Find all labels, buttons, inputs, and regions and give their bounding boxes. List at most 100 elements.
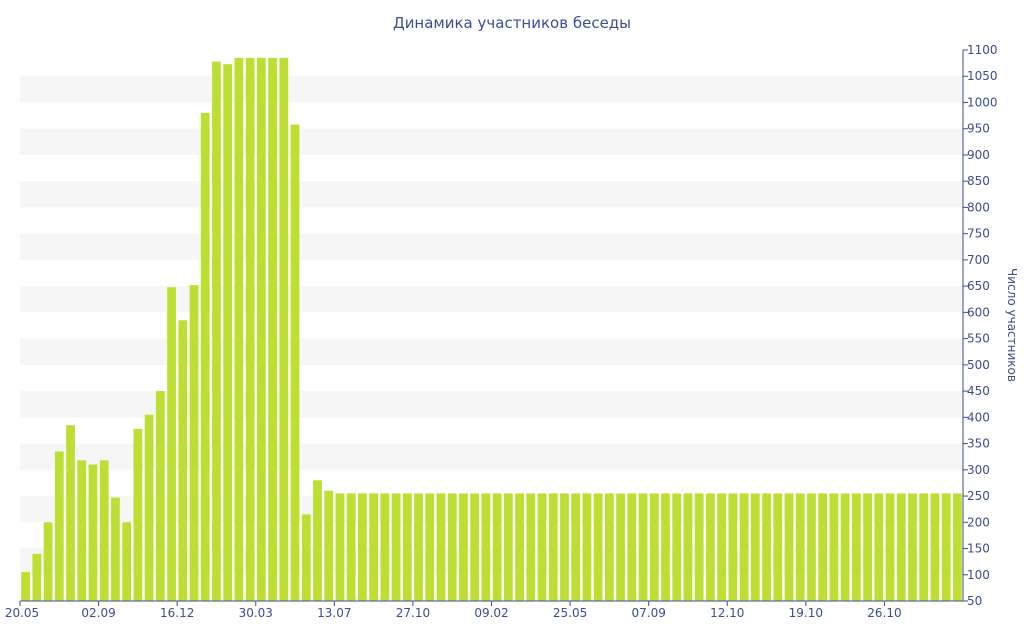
bar[interactable] xyxy=(111,497,120,601)
bar[interactable] xyxy=(447,493,457,601)
bar[interactable] xyxy=(874,493,884,601)
y-tick-label: 100 xyxy=(967,568,990,582)
bar[interactable] xyxy=(88,464,98,601)
bar[interactable] xyxy=(144,414,154,601)
bar[interactable] xyxy=(683,493,693,601)
bar[interactable] xyxy=(391,493,401,601)
grid-band xyxy=(20,233,963,260)
bar[interactable] xyxy=(627,493,637,601)
bar[interactable] xyxy=(503,493,513,601)
y-tick-label: 700 xyxy=(967,253,990,267)
bar[interactable] xyxy=(425,493,435,601)
bar[interactable] xyxy=(953,493,962,601)
x-tick-label: 19.10 xyxy=(789,606,823,620)
bar[interactable] xyxy=(492,493,502,601)
bar[interactable] xyxy=(189,285,199,601)
bar[interactable] xyxy=(459,493,468,601)
bar[interactable] xyxy=(43,522,53,601)
bar[interactable] xyxy=(593,493,603,601)
bar[interactable] xyxy=(863,493,872,601)
bar[interactable] xyxy=(829,493,839,601)
bar[interactable] xyxy=(245,57,255,602)
bar[interactable] xyxy=(369,493,379,601)
bar[interactable] xyxy=(661,493,670,601)
y-tick-label: 1000 xyxy=(967,95,998,109)
bar[interactable] xyxy=(605,493,614,601)
bar[interactable] xyxy=(178,320,188,601)
bar[interactable] xyxy=(223,64,233,602)
bar[interactable] xyxy=(616,493,625,601)
bar[interactable] xyxy=(402,493,412,601)
bar[interactable] xyxy=(560,493,569,601)
bar[interactable] xyxy=(481,493,491,601)
bar[interactable] xyxy=(515,493,524,601)
bar[interactable] xyxy=(717,493,727,601)
bar[interactable] xyxy=(54,451,64,601)
bar[interactable] xyxy=(526,493,536,601)
bar[interactable] xyxy=(694,493,704,601)
bar[interactable] xyxy=(739,493,749,601)
x-tick-label: 27.10 xyxy=(396,606,430,620)
bar[interactable] xyxy=(21,572,30,601)
bar[interactable] xyxy=(851,493,861,601)
bar[interactable] xyxy=(268,57,277,602)
x-tick-label: 07.09 xyxy=(631,606,665,620)
bar[interactable] xyxy=(728,493,738,601)
bar[interactable] xyxy=(470,493,480,601)
bar[interactable] xyxy=(66,425,75,601)
bar[interactable] xyxy=(672,493,682,601)
bar[interactable] xyxy=(77,460,87,601)
y-tick-label: 350 xyxy=(967,437,990,451)
bar[interactable] xyxy=(941,493,951,601)
bar[interactable] xyxy=(784,493,794,601)
bar[interactable] xyxy=(234,57,244,602)
bar[interactable] xyxy=(32,553,42,601)
bar[interactable] xyxy=(571,493,581,601)
bar[interactable] xyxy=(436,493,446,601)
bar[interactable] xyxy=(200,112,210,601)
bar[interactable] xyxy=(133,428,143,601)
bar[interactable] xyxy=(324,490,334,601)
bar[interactable] xyxy=(885,493,895,601)
bar[interactable] xyxy=(930,493,940,601)
bar[interactable] xyxy=(301,514,311,601)
bar[interactable] xyxy=(358,493,367,601)
bar[interactable] xyxy=(706,493,715,601)
y-tick-label: 850 xyxy=(967,174,990,188)
bar[interactable] xyxy=(279,57,289,602)
y-tick-label: 750 xyxy=(967,227,990,241)
bar[interactable] xyxy=(313,480,322,601)
bar[interactable] xyxy=(167,287,176,601)
bar[interactable] xyxy=(414,493,423,601)
bar[interactable] xyxy=(346,493,356,601)
bar[interactable] xyxy=(773,493,783,601)
bar[interactable] xyxy=(582,493,592,601)
grid-band xyxy=(20,548,963,575)
bar[interactable] xyxy=(818,493,828,601)
bar[interactable] xyxy=(750,493,760,601)
bar[interactable] xyxy=(380,493,390,601)
grid-bands xyxy=(20,76,963,575)
bar[interactable] xyxy=(762,493,771,601)
bar[interactable] xyxy=(908,493,917,601)
y-tick-label: 1100 xyxy=(967,43,998,57)
bar[interactable] xyxy=(896,493,906,601)
bar[interactable] xyxy=(99,460,109,601)
bar[interactable] xyxy=(155,391,165,601)
y-tick-label: 950 xyxy=(967,122,990,136)
grid-band xyxy=(20,128,963,155)
bar[interactable] xyxy=(122,522,132,601)
bar[interactable] xyxy=(548,493,558,601)
bar[interactable] xyxy=(638,493,648,601)
bar[interactable] xyxy=(840,493,850,601)
bar[interactable] xyxy=(807,493,816,601)
bar[interactable] xyxy=(919,493,929,601)
bar[interactable] xyxy=(335,493,345,601)
bar[interactable] xyxy=(537,493,547,601)
bar[interactable] xyxy=(290,124,300,602)
bar[interactable] xyxy=(649,493,659,601)
bar[interactable] xyxy=(795,493,805,601)
bar[interactable] xyxy=(212,61,221,602)
bar[interactable] xyxy=(256,57,266,602)
